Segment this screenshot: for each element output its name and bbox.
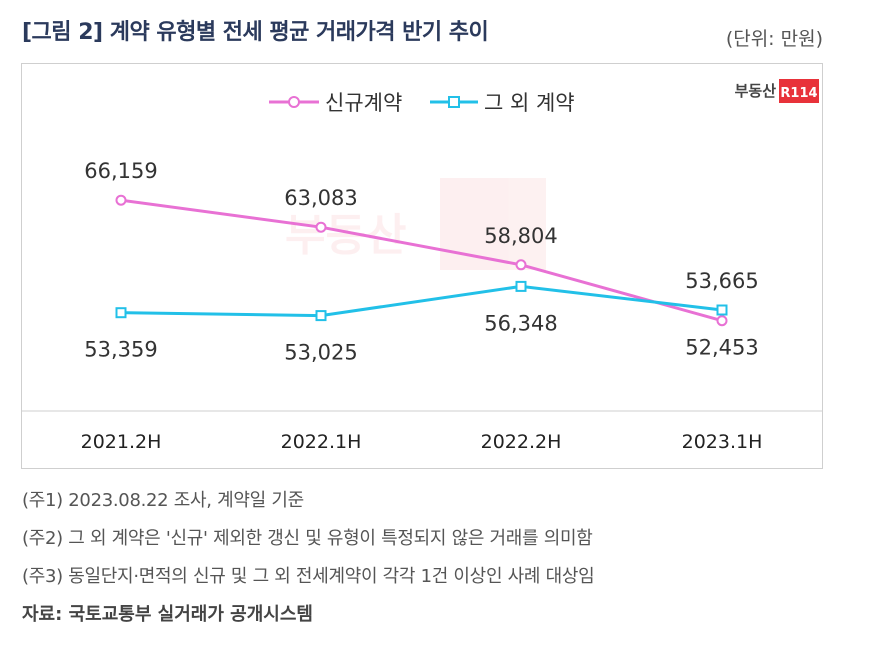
point-new-contract-2021-2h <box>115 194 127 206</box>
series-line-other-contract <box>120 284 723 318</box>
unit-label: (단위: 만원) <box>725 28 823 50</box>
figure-title: [그림 2] 계약 유형별 전세 평균 거래가격 반기 추이 <box>22 20 489 45</box>
footnote-2: (주2) 그 외 계약은 '신규' 제외한 갱신 및 유형이 특정되지 않은 거… <box>22 528 593 549</box>
value-label-new-contract-2022-1h: 63,083 <box>284 186 357 210</box>
watermark-badge <box>440 178 546 270</box>
legend-label-new-contract: 신규계약 <box>325 91 402 115</box>
legend: 신규계약 그 외 계약 <box>269 91 575 115</box>
point-other-contract-2021-2h <box>115 307 127 319</box>
chart-container <box>21 63 823 469</box>
value-label-new-contract-2021-2h: 66,159 <box>84 159 157 183</box>
legend-item-new-contract: 신규계약 <box>269 91 402 115</box>
legend-marker-new-contract <box>288 96 300 108</box>
brand-logo-badge <box>779 79 819 103</box>
value-label-other-contract-2022-2h: 56,348 <box>484 311 557 335</box>
value-label-new-contract-2023-1h: 52,453 <box>685 336 758 360</box>
source-note: 자료: 국토교통부 실거래가 공개시스템 <box>22 604 313 625</box>
brand-logo: 부동산 R114 <box>735 79 819 103</box>
x-tick-label-2021-2h: 2021.2H <box>81 431 162 453</box>
point-new-contract-2023-1h <box>716 315 728 327</box>
point-new-contract-2022-2h <box>515 259 527 271</box>
value-label-other-contract-2022-1h: 53,025 <box>284 341 357 365</box>
point-other-contract-2022-2h <box>515 280 527 292</box>
footnote-1: (주1) 2023.08.22 조사, 계약일 기준 <box>22 490 304 511</box>
watermark-brand-text: 부동산 <box>285 210 406 261</box>
value-label-new-contract-2022-2h: 58,804 <box>484 224 557 248</box>
x-tick-label-2023-1h: 2023.1H <box>682 431 763 453</box>
footnote-3: (주3) 동일단지·면적의 신규 및 그 외 전세계약이 각각 1건 이상인 사… <box>22 566 595 587</box>
legend-marker-other-contract <box>448 96 460 108</box>
value-label-other-contract-2021-2h: 53,359 <box>84 338 157 362</box>
line-chart: 부동산 부동산 R114 신규계약 그 외 계약 66,159 63,083 5… <box>22 79 822 453</box>
point-new-contract-2022-1h <box>315 221 327 233</box>
brand-logo-text: 부동산 <box>735 82 777 100</box>
value-label-other-contract-2023-1h: 53,665 <box>685 269 758 293</box>
legend-item-other-contract: 그 외 계약 <box>430 91 575 115</box>
brand-logo-badge-text: R114 <box>780 86 817 101</box>
point-other-contract-2023-1h <box>716 304 728 316</box>
x-tick-label-2022-2h: 2022.2H <box>481 431 562 453</box>
watermark: 부동산 <box>285 178 546 270</box>
point-other-contract-2022-1h <box>315 310 327 322</box>
legend-label-other-contract: 그 외 계약 <box>484 91 575 115</box>
x-tick-label-2022-1h: 2022.1H <box>281 431 362 453</box>
series-line-new-contract <box>120 198 723 323</box>
